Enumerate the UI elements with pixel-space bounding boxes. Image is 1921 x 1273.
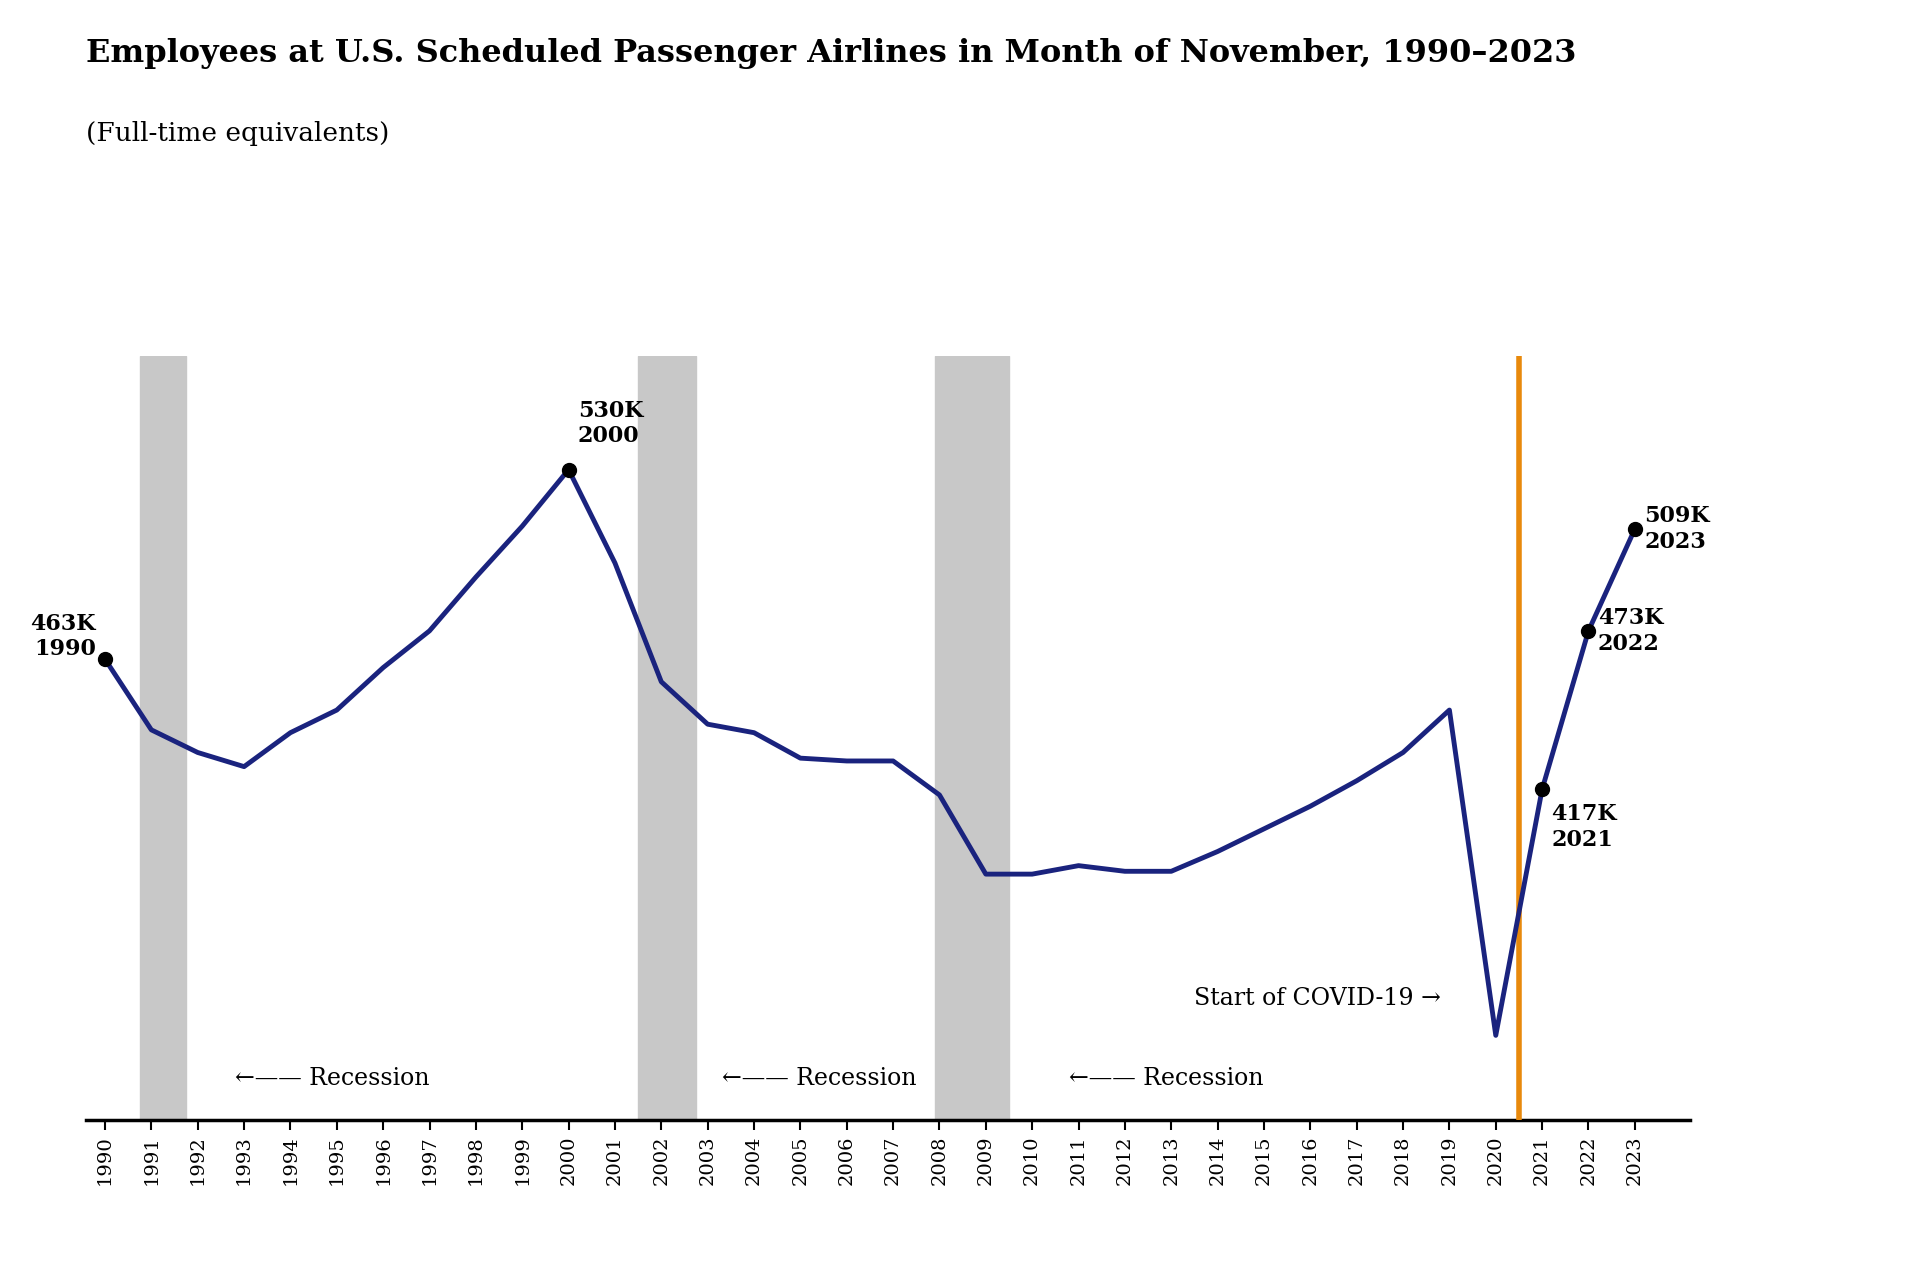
Text: 509K
2023: 509K 2023 (1644, 505, 1710, 552)
Point (1527, 779, 1558, 799)
Point (90, 649, 121, 670)
Text: 417K
2021: 417K 2021 (1552, 803, 1617, 850)
Text: 530K
2000: 530K 2000 (578, 400, 644, 447)
Bar (140, 356, 186, 1120)
Text: Employees at U.S. Scheduled Passenger Airlines in Month of November, 1990–2023: Employees at U.S. Scheduled Passenger Ai… (86, 38, 1577, 69)
Text: Start of COVID-19 →: Start of COVID-19 → (1195, 987, 1441, 1009)
Text: 463K
1990: 463K 1990 (31, 612, 96, 661)
Point (1619, 519, 1650, 540)
Text: ←—— Recession: ←—— Recession (234, 1067, 428, 1090)
Text: ←—— Recession: ←—— Recession (1070, 1067, 1264, 1090)
Text: 473K
2022: 473K 2022 (1598, 607, 1664, 654)
Point (1573, 621, 1604, 642)
Bar (638, 356, 695, 1120)
Bar (936, 356, 1009, 1120)
Text: (Full-time equivalents): (Full-time equivalents) (86, 121, 390, 146)
Point (553, 460, 584, 480)
Text: ←—— Recession: ←—— Recession (722, 1067, 916, 1090)
